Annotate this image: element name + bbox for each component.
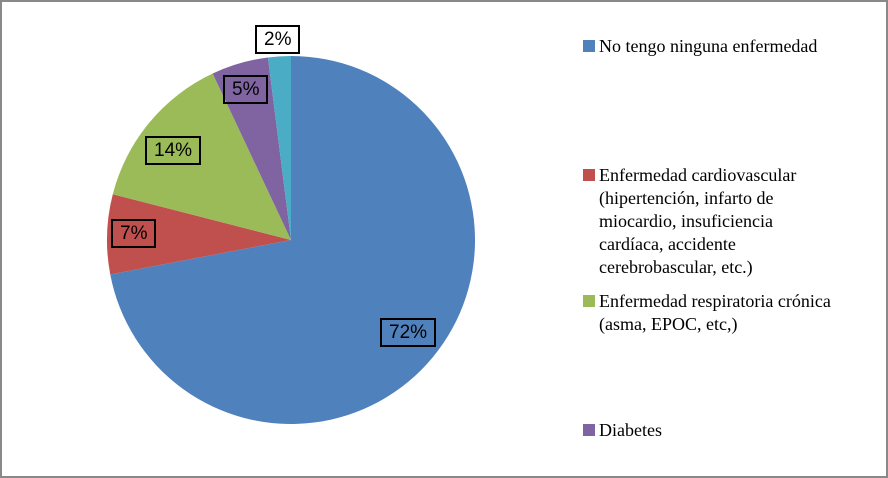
legend-item-diabetes: Diabetes: [583, 419, 881, 442]
pie-data-label-5: 5%: [223, 75, 269, 104]
legend: No tengo ninguna enfermedad Enfermedad c…: [583, 2, 883, 476]
legend-label: No tengo ninguna enfermedad: [599, 36, 818, 56]
pie-data-label-72: 72%: [380, 318, 437, 347]
legend-item-cardiovascular: Enfermedad cardiovascular (hipertención,…: [583, 164, 881, 279]
legend-label: Enfermedad respiratoria crónica (asma, E…: [599, 291, 831, 334]
pie-data-label-2: 2%: [255, 25, 301, 54]
legend-swatch-red: [583, 169, 595, 181]
legend-item-respiratoria: Enfermedad respiratoria crónica (asma, E…: [583, 290, 881, 336]
legend-swatch-green: [583, 295, 595, 307]
pie-slice-2%: [267, 56, 291, 240]
legend-label: Enfermedad cardiovascular (hipertención,…: [599, 165, 797, 277]
legend-swatch-blue: [583, 40, 595, 52]
pie-slice-7%: [106, 194, 291, 275]
legend-label: Diabetes: [599, 420, 662, 440]
legend-item-no-enfermedad: No tengo ninguna enfermedad: [583, 35, 881, 58]
pie-slice-72%: [110, 55, 476, 425]
legend-swatch-purple: [583, 424, 595, 436]
pie-data-label-7: 7%: [111, 219, 157, 248]
pie-data-label-14: 14%: [145, 136, 202, 165]
pie-slice-14%: [112, 73, 291, 240]
